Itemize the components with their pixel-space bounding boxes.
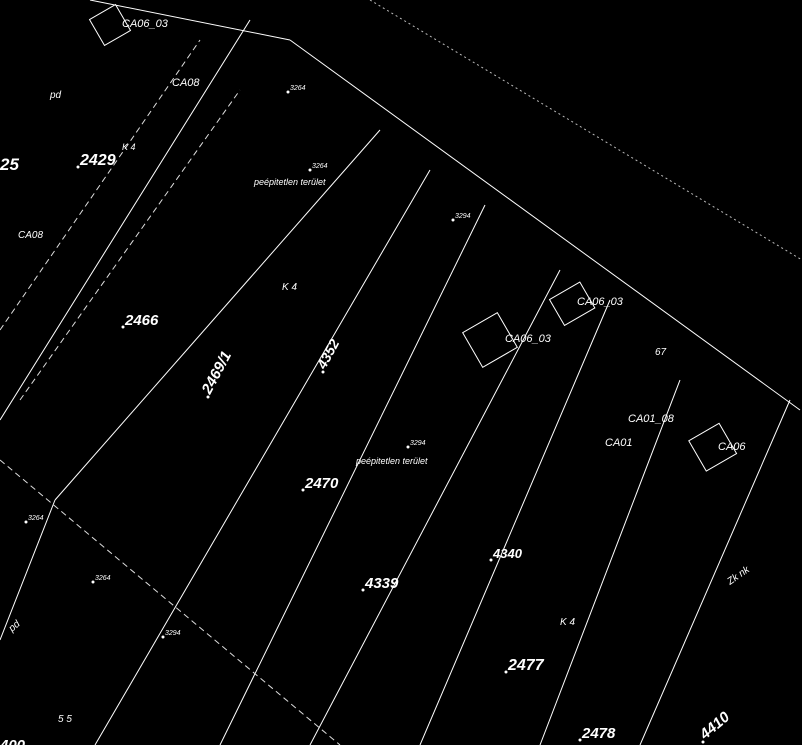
point-marker — [91, 580, 95, 584]
point-label: 3264 — [312, 163, 328, 170]
boundary — [0, 19, 251, 421]
code-label: CA06_03 — [122, 18, 169, 30]
road-edge — [369, 0, 802, 261]
point-marker — [578, 738, 582, 742]
boundary — [219, 204, 486, 745]
point-marker — [489, 558, 493, 562]
point-marker — [451, 218, 455, 222]
code-label: CA06 — [718, 441, 746, 453]
parcel-label: 4340 — [492, 546, 523, 561]
parcel-label: 25 — [0, 155, 19, 174]
point-label: 3294 — [410, 440, 426, 447]
note-label: peépitetlen terület — [355, 456, 428, 466]
building — [461, 311, 519, 369]
point-marker — [161, 635, 165, 639]
parcel-label: 4339 — [364, 575, 399, 592]
boundary — [0, 459, 341, 745]
note-label: K 4 — [122, 142, 136, 152]
point-label: 3294 — [165, 630, 181, 637]
point-label: 3294 — [455, 213, 471, 220]
point-marker — [406, 445, 410, 449]
code-label: CA01_08 — [628, 413, 675, 425]
point-marker — [206, 395, 210, 399]
boundary — [639, 399, 791, 745]
boundary — [89, 0, 291, 41]
note-label: pd — [49, 90, 62, 101]
point-label: 3264 — [290, 85, 306, 92]
note-label: peépitetlen terület — [253, 177, 326, 187]
boundary — [0, 499, 56, 641]
note-label: K 4 — [560, 617, 575, 628]
point-label: 3264 — [28, 515, 44, 522]
parcel-label: 400 — [0, 737, 26, 745]
note-label: K 4 — [282, 282, 297, 293]
building — [88, 3, 132, 47]
boundary — [19, 89, 241, 401]
boundary — [539, 379, 681, 745]
point-marker — [76, 165, 80, 169]
point-marker — [361, 588, 365, 592]
boundary — [0, 39, 201, 331]
point-marker — [701, 740, 705, 744]
point-marker — [301, 488, 305, 492]
point-marker — [286, 90, 290, 94]
road-edge — [289, 39, 801, 411]
point-marker — [308, 168, 312, 172]
parcel-label: 2477 — [507, 657, 545, 674]
note-label: 67 — [655, 347, 667, 358]
code-label: CA06_03 — [505, 333, 552, 345]
parcel-label: 2478 — [581, 725, 616, 742]
building — [688, 422, 738, 472]
parcel-label: 2429 — [79, 152, 116, 169]
boundary — [54, 129, 381, 501]
point-marker — [504, 670, 508, 674]
code-label: CA08 — [172, 77, 200, 89]
code-label: CA08 — [18, 230, 43, 241]
building — [548, 281, 596, 327]
point-label: 3264 — [95, 575, 111, 582]
code-label: CA06_03 — [577, 296, 624, 308]
boundary — [309, 269, 561, 745]
point-marker — [321, 370, 325, 374]
code-label: CA01 — [605, 437, 633, 449]
boundary — [94, 169, 431, 745]
parcel-label: 2470 — [304, 475, 339, 492]
parcel-label: 2466 — [124, 312, 159, 329]
boundary — [419, 299, 611, 745]
point-marker — [24, 520, 28, 524]
point-marker — [121, 325, 125, 329]
note-label: 5 5 — [58, 714, 72, 725]
